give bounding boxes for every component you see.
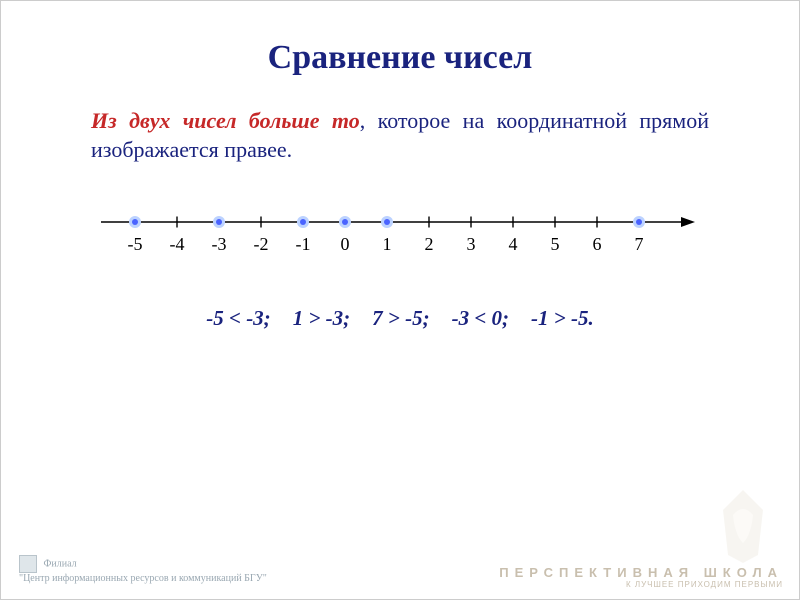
- tick-label: -1: [296, 234, 311, 255]
- tick-label: 1: [383, 234, 392, 255]
- rule-text: Из двух чисел больше то, которое на коор…: [91, 107, 709, 164]
- comparison-item: -1 > -5.: [531, 306, 594, 330]
- tick-label: 2: [425, 234, 434, 255]
- tick-label: -3: [212, 234, 227, 255]
- comparison-item: 1 > -3;: [293, 306, 350, 330]
- footer-right-line1: ПЕРСПЕКТИВНАЯ ШКОЛА: [499, 565, 783, 580]
- tick-label: 4: [509, 234, 518, 255]
- watermark-icon: [713, 485, 773, 565]
- tick-label: 5: [551, 234, 560, 255]
- numberline-container: -5 -4 -3 -2 -1 0 1 2 3 4 5 6 7: [1, 210, 799, 270]
- page-title: Сравнение чисел: [1, 39, 799, 77]
- footer-right-line2: К ЛУЧШЕЕ ПРИХОДИМ ПЕРВЫМИ: [499, 580, 783, 589]
- footer-left-line1: Филиал: [44, 558, 77, 569]
- footer-right: ПЕРСПЕКТИВНАЯ ШКОЛА К ЛУЧШЕЕ ПРИХОДИМ ПЕ…: [499, 565, 783, 589]
- rule-emphasis: Из двух чисел больше то: [91, 108, 360, 133]
- tick-label: -4: [170, 234, 185, 255]
- comparison-item: -5 < -3;: [206, 306, 270, 330]
- tick-label: -2: [254, 234, 269, 255]
- comparison-item: -3 < 0;: [452, 306, 509, 330]
- footer-left-line2: "Центр информационных ресурсов и коммуни…: [19, 573, 267, 584]
- tick-label: 3: [467, 234, 476, 255]
- numberline: -5 -4 -3 -2 -1 0 1 2 3 4 5 6 7: [95, 210, 705, 270]
- footer-logo-icon: [19, 555, 37, 573]
- slide: Сравнение чисел Из двух чисел больше то,…: [0, 0, 800, 600]
- footer-left: Филиал "Центр информационных ресурсов и …: [19, 555, 267, 585]
- comparison-item: 7 > -5;: [372, 306, 429, 330]
- tick-label: 0: [341, 234, 350, 255]
- tick-label: -5: [128, 234, 143, 255]
- tick-label: 6: [593, 234, 602, 255]
- comparisons-row: -5 < -3; 1 > -3; 7 > -5; -3 < 0; -1 > -5.: [1, 306, 799, 331]
- tick-label: 7: [635, 234, 644, 255]
